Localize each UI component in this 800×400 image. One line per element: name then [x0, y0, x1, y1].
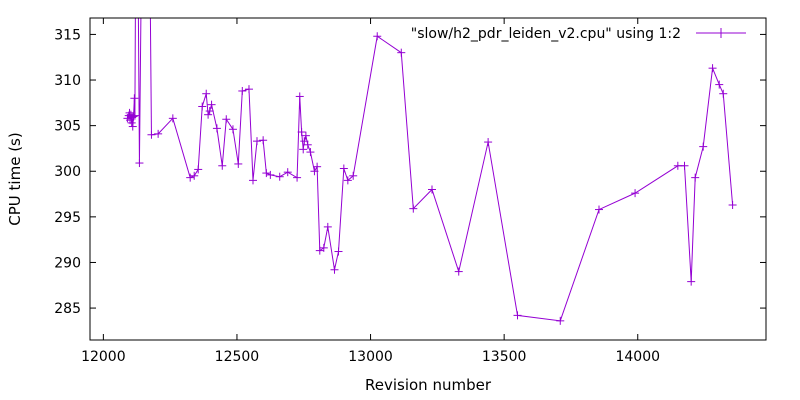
data-point-61 [397, 48, 406, 57]
data-point-35 [248, 176, 257, 185]
data-point-50 [310, 167, 319, 176]
data-point-55 [330, 265, 339, 274]
y-tick-label-6: 315 [54, 27, 81, 43]
data-point-62 [409, 204, 418, 213]
data-point-73 [691, 173, 700, 182]
x-axis-label: Revision number [365, 376, 492, 394]
data-point-31 [228, 125, 237, 134]
data-point-65 [484, 138, 493, 147]
data-point-39 [266, 170, 275, 179]
data-point-33 [238, 86, 247, 95]
data-point-38 [262, 169, 271, 178]
data-point-23 [198, 102, 207, 111]
legend: "slow/h2_pdr_leiden_v2.cpu" using 1:2 [411, 26, 746, 42]
data-point-30 [222, 115, 231, 124]
data-point-44 [297, 128, 306, 137]
y-tick-label-0: 285 [54, 301, 81, 317]
data-point-22 [194, 165, 203, 174]
data-point-60 [373, 32, 382, 41]
data-point-36 [252, 137, 261, 146]
data-point-32 [234, 159, 243, 168]
data-point-24 [202, 89, 211, 98]
data-point-52 [315, 246, 324, 255]
data-point-29 [218, 161, 227, 170]
data-point-59 [349, 171, 358, 180]
legend-marker [716, 28, 726, 38]
data-point-18 [154, 129, 163, 138]
data-point-78 [728, 200, 737, 209]
data-point-48 [303, 140, 312, 149]
data-point-54 [323, 222, 332, 231]
data-point-47 [301, 131, 310, 140]
data-point-51 [313, 162, 322, 171]
y-tick-label-5: 310 [54, 73, 81, 89]
data-point-71 [680, 161, 689, 170]
data-point-25 [204, 110, 213, 119]
x-tick-label-3: 13500 [482, 349, 527, 365]
data-point-19 [168, 114, 177, 123]
data-point-34 [244, 85, 253, 94]
data-point-46 [300, 137, 309, 146]
x-tick-label-2: 13000 [348, 349, 393, 365]
data-point-70 [673, 161, 682, 170]
y-tick-label-1: 290 [54, 255, 81, 271]
legend-label: "slow/h2_pdr_leiden_v2.cpu" using 1:2 [411, 26, 681, 42]
data-point-17 [147, 130, 156, 139]
data-point-13 [135, 159, 144, 168]
tick-labels: 12000 12500 13000 13500 14000 285 290 295 300 305… [54, 27, 660, 365]
data-point-57 [339, 164, 348, 173]
y-axis-label: CPU time (s) [6, 132, 24, 225]
data-point-69 [631, 189, 640, 198]
y-tick-label-2: 295 [54, 210, 81, 226]
data-point-8 [129, 112, 138, 121]
data-point-27 [207, 100, 216, 109]
data-point-40 [275, 172, 284, 181]
data-point-42 [293, 173, 302, 182]
data-point-28 [212, 124, 221, 133]
axis-ticks [90, 18, 766, 340]
data-point-66 [513, 311, 522, 320]
x-tick-label-4: 14000 [615, 349, 660, 365]
data-point-67 [556, 316, 565, 325]
data-point-56 [334, 247, 343, 256]
data-point-49 [306, 148, 315, 157]
x-tick-label-1: 12500 [215, 349, 260, 365]
data-point-21 [190, 171, 199, 180]
data-point-68 [595, 205, 604, 214]
data-point-64 [454, 267, 463, 276]
series-layer [123, 18, 737, 325]
data-point-26 [205, 107, 214, 116]
data-point-5 [127, 118, 136, 127]
y-tick-label-3: 300 [54, 164, 81, 180]
data-point-10 [130, 111, 139, 120]
x-tick-label-0: 12000 [81, 349, 126, 365]
y-tick-label-4: 305 [54, 119, 81, 135]
data-point-74 [699, 142, 708, 151]
data-point-58 [343, 176, 352, 185]
data-point-2 [125, 108, 134, 117]
data-point-77 [719, 89, 728, 98]
data-point-45 [299, 145, 308, 154]
data-point-76 [715, 80, 724, 89]
data-point-9 [130, 94, 139, 103]
data-point-20 [186, 173, 195, 182]
data-point-37 [259, 136, 268, 145]
data-point-7 [128, 122, 137, 131]
data-point-75 [708, 64, 717, 73]
data-point-41 [283, 168, 292, 177]
data-point-72 [687, 277, 696, 286]
data-point-43 [295, 92, 304, 101]
data-point-53 [319, 243, 328, 252]
data-point-63 [428, 185, 437, 194]
plot-frame [89, 17, 767, 341]
